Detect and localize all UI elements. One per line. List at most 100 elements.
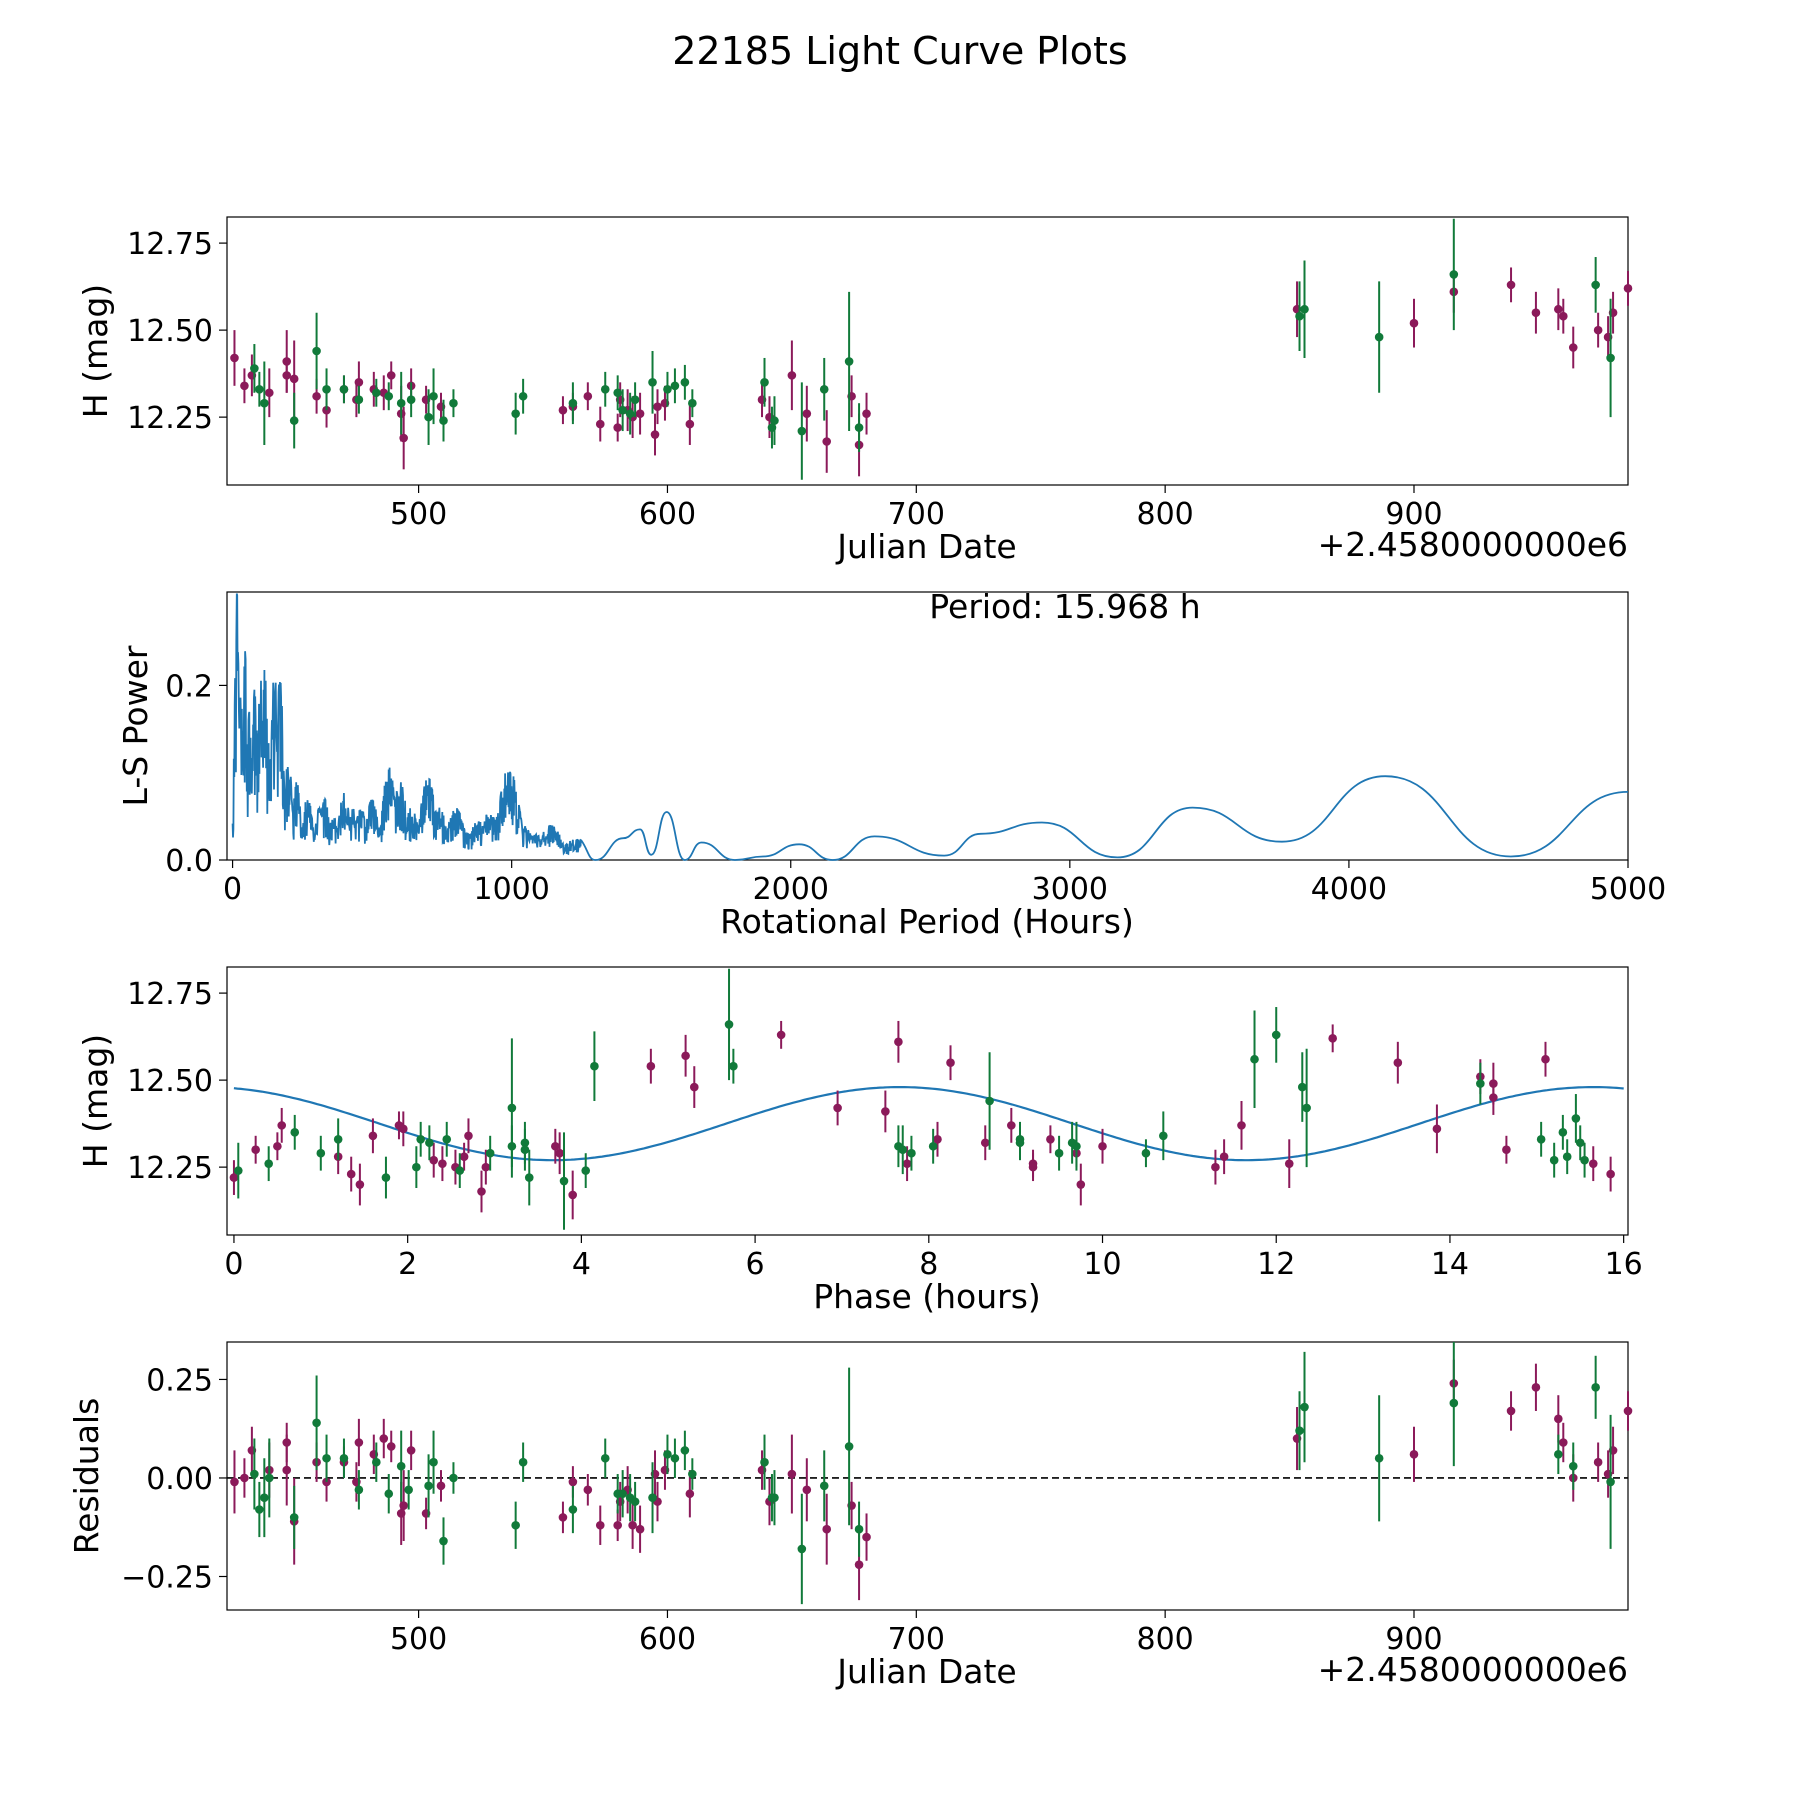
phased-point [264,1159,273,1168]
phased-point [333,1134,343,1144]
lightcurve-point [770,416,779,425]
residuals-point [1593,1457,1603,1467]
phased-point [1015,1138,1025,1148]
lightcurve-point [289,374,299,384]
residuals-point [819,1481,829,1491]
residuals-point [260,1493,269,1502]
phased-point [568,1190,577,1200]
residuals-point [386,1442,396,1451]
residuals-point [424,1481,433,1491]
phased-point [1476,1079,1485,1088]
phased-xtick-label: 12 [1257,1247,1295,1282]
periodogram-annotation: Period: 15.968 h [929,587,1200,626]
lightcurve-point [354,395,364,405]
phased-point [1098,1141,1107,1151]
phased-ytick-label: 12.75 [127,977,213,1012]
residuals-point [844,1442,854,1451]
lightcurve-point [1606,353,1615,363]
phased-point [455,1166,465,1175]
residuals-point [354,1438,364,1447]
residuals-point [663,1450,672,1459]
lightcurve-point [618,405,627,415]
periodogram-ylabel: L-S Power [116,645,155,806]
phased-point [412,1162,421,1172]
lightcurve-point [1554,304,1563,314]
residuals-point [265,1473,274,1483]
phased-point [1549,1155,1559,1165]
lightcurve-point [1506,280,1516,290]
phased-point [985,1096,994,1106]
phased-point [1054,1148,1064,1158]
lightcurve-point [1300,304,1309,314]
lightcurve-xtick-label: 800 [1137,497,1194,532]
residuals-point [250,1469,259,1479]
lightcurve-point [862,409,871,418]
lightcurve-point [518,391,528,401]
residuals-point [1300,1402,1309,1412]
residuals-point [230,1477,239,1487]
residuals-data [227,1342,1633,1605]
phased-xtick-label: 2 [398,1247,417,1282]
residuals-point [628,1520,637,1530]
phased-point [1575,1138,1585,1148]
lightcurve-point [663,384,672,394]
residuals-point [595,1520,605,1530]
residuals-point [854,1524,864,1534]
lightcurve-point [1374,332,1384,342]
periodogram-xtick-label: 5000 [1590,872,1666,907]
periodogram-xtick-label: 0 [223,872,242,907]
phased-point [1141,1148,1151,1158]
lightcurve-point [653,402,662,411]
lightcurve-point [372,388,381,398]
lightcurve-point [396,398,406,408]
residuals-point [760,1457,769,1467]
lightcurve-point [854,423,864,432]
lightcurve-xtick-label: 500 [390,497,447,532]
lightcurve-point [406,395,416,405]
lightcurve-point [429,391,438,401]
lightcurve-point [630,395,640,405]
residuals-xtick-label: 800 [1137,1622,1194,1657]
phased-point [290,1128,300,1137]
lightcurve-point [650,430,660,439]
lightcurve-point [260,398,269,408]
lightcurve-ytick-label: 12.75 [127,227,213,262]
phased-point [1393,1058,1403,1068]
lightcurve-point [760,378,769,387]
residuals-ylabel: Residuals [67,1398,106,1555]
lightcurve-point [1409,318,1419,328]
residuals-point [1606,1477,1615,1487]
residuals-point [568,1477,578,1487]
phased-point [273,1141,282,1151]
residuals-point [406,1446,416,1455]
residuals-point [511,1520,520,1530]
residuals-point [1506,1406,1516,1416]
lightcurve-point [312,391,321,401]
phased-point [425,1138,434,1148]
residuals-point [436,1481,446,1491]
lightcurve-point [648,378,657,387]
lightcurve-plot-area [226,216,1629,486]
residuals-point [1568,1461,1578,1471]
lightcurve-point [583,391,593,401]
periodogram-panel: 0 1000 2000 3000 4000 5000 0.0 0.2 Period: 15.9… [116,587,1666,941]
phased-point [381,1173,391,1182]
phased-point [1250,1054,1259,1064]
periodogram-xlabel: Rotational Period (Hours) [720,902,1134,941]
lightcurve-ytick-label: 12.50 [127,314,213,349]
phased-point [477,1187,486,1196]
lightcurve-point [685,419,695,429]
lightcurve-point [424,412,433,422]
residuals-point [312,1418,321,1428]
residuals-point [613,1520,622,1530]
phased-point [1328,1034,1337,1043]
residuals-point [618,1489,627,1499]
phased-point [520,1145,530,1155]
lightcurve-xtick-label: 700 [888,497,945,532]
phased-point [481,1162,491,1172]
residuals-point [429,1457,438,1467]
phased-xlabel: Phase (hours) [813,1277,1041,1316]
residuals-point [322,1453,331,1463]
periodogram-ytick-label: 0.2 [165,669,213,704]
residuals-point [240,1473,249,1483]
